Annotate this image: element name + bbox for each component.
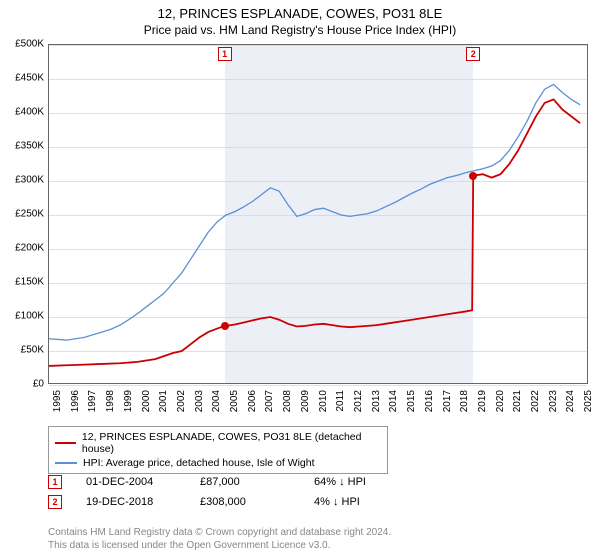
x-tick-label: 2003 (194, 390, 205, 412)
chart-marker-1: 1 (218, 47, 232, 61)
x-tick-label: 2000 (141, 390, 152, 412)
annotation-date: 01-DEC-2004 (86, 476, 176, 488)
annotation-marker: 2 (48, 495, 62, 509)
x-tick-label: 1997 (87, 390, 98, 412)
plot: 12 (48, 44, 588, 384)
legend-label: HPI: Average price, detached house, Isle… (83, 457, 315, 469)
footer: Contains HM Land Registry data © Crown c… (48, 526, 391, 552)
x-tick-label: 2015 (406, 390, 417, 412)
transaction-point (221, 322, 229, 330)
annotations-table: 1 01-DEC-2004 £87,000 64% ↓ HPI 2 19-DEC-2018… (48, 472, 366, 512)
x-tick-label: 1995 (52, 390, 63, 412)
x-tick-label: 2012 (353, 390, 364, 412)
plot-svg (49, 45, 589, 385)
chart-title: 12, PRINCES ESPLANADE, COWES, PO31 8LE (0, 0, 600, 21)
x-tick-label: 2025 (583, 390, 594, 412)
chart-subtitle: Price paid vs. HM Land Registry's House … (0, 21, 600, 41)
x-tick-label: 2020 (495, 390, 506, 412)
x-tick-label: 2007 (264, 390, 275, 412)
annotation-delta: 4% ↓ HPI (314, 496, 360, 508)
x-tick-label: 2004 (211, 390, 222, 412)
annotation-row: 1 01-DEC-2004 £87,000 64% ↓ HPI (48, 472, 366, 492)
y-tick-label: £200K (15, 243, 44, 254)
legend-item: 12, PRINCES ESPLANADE, COWES, PO31 8LE (… (55, 430, 381, 456)
x-tick-label: 2005 (229, 390, 240, 412)
x-tick-label: 2022 (530, 390, 541, 412)
x-tick-label: 1996 (70, 390, 81, 412)
y-tick-label: £500K (15, 39, 44, 50)
y-tick-label: £300K (15, 175, 44, 186)
x-tick-label: 2010 (318, 390, 329, 412)
x-tick-label: 2021 (512, 390, 523, 412)
y-tick-label: £250K (15, 209, 44, 220)
x-tick-label: 1998 (105, 390, 116, 412)
chart-marker-2: 2 (466, 47, 480, 61)
legend: 12, PRINCES ESPLANADE, COWES, PO31 8LE (… (48, 426, 388, 474)
y-tick-label: £400K (15, 107, 44, 118)
y-tick-label: £350K (15, 141, 44, 152)
footer-line-1: Contains HM Land Registry data © Crown c… (48, 526, 391, 539)
y-tick-label: £150K (15, 277, 44, 288)
legend-item: HPI: Average price, detached house, Isle… (55, 456, 381, 470)
x-tick-label: 2024 (565, 390, 576, 412)
x-tick-label: 2014 (388, 390, 399, 412)
plot-area: 12 (48, 44, 588, 384)
x-tick-label: 2006 (247, 390, 258, 412)
annotation-price: £308,000 (200, 496, 290, 508)
x-tick-label: 2016 (424, 390, 435, 412)
y-tick-label: £0 (33, 379, 44, 390)
x-axis: 1995 1996 1997 1998 1999 2000 2001 2002 2003 2004… (48, 386, 588, 426)
transaction-point (469, 172, 477, 180)
series-hpi (49, 84, 580, 340)
x-tick-label: 1999 (123, 390, 134, 412)
annotation-price: £87,000 (200, 476, 290, 488)
x-tick-label: 2002 (176, 390, 187, 412)
annotation-marker: 1 (48, 475, 62, 489)
legend-label: 12, PRINCES ESPLANADE, COWES, PO31 8LE (… (82, 431, 381, 455)
y-axis: £0£50K£100K£150K£200K£250K£300K£350K£400… (0, 44, 46, 384)
legend-swatch (55, 462, 77, 464)
annotation-delta: 64% ↓ HPI (314, 476, 366, 488)
y-tick-label: £50K (21, 345, 44, 356)
footer-line-2: This data is licensed under the Open Gov… (48, 539, 391, 552)
x-tick-label: 2008 (282, 390, 293, 412)
x-tick-label: 2018 (459, 390, 470, 412)
x-tick-label: 2009 (300, 390, 311, 412)
x-tick-label: 2017 (442, 390, 453, 412)
x-tick-label: 2013 (371, 390, 382, 412)
legend-swatch (55, 442, 76, 444)
x-tick-label: 2001 (158, 390, 169, 412)
annotation-row: 2 19-DEC-2018 £308,000 4% ↓ HPI (48, 492, 366, 512)
y-tick-label: £450K (15, 73, 44, 84)
y-tick-label: £100K (15, 311, 44, 322)
chart-container: 12, PRINCES ESPLANADE, COWES, PO31 8LE P… (0, 0, 600, 560)
annotation-date: 19-DEC-2018 (86, 496, 176, 508)
series-price_paid (49, 99, 580, 366)
x-tick-label: 2019 (477, 390, 488, 412)
x-tick-label: 2023 (548, 390, 559, 412)
x-tick-label: 2011 (335, 390, 346, 412)
